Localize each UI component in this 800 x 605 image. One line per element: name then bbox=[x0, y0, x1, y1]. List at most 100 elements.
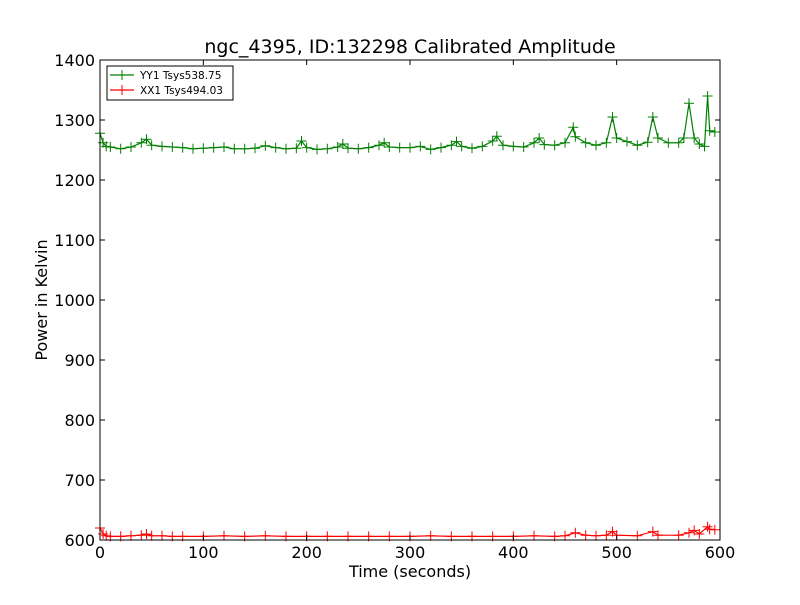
data-point bbox=[146, 530, 157, 541]
data-point bbox=[580, 530, 591, 541]
data-point bbox=[363, 142, 374, 153]
data-point bbox=[353, 143, 364, 154]
data-point bbox=[580, 137, 591, 148]
y-tick-label: 1300 bbox=[54, 111, 95, 130]
series-1 bbox=[95, 91, 720, 155]
data-point bbox=[229, 143, 240, 154]
data-point bbox=[167, 142, 178, 152]
data-point bbox=[709, 524, 720, 535]
y-axis-label: Power in Kelvin bbox=[32, 239, 51, 360]
data-point bbox=[477, 141, 488, 152]
data-point bbox=[560, 530, 570, 541]
data-point bbox=[101, 530, 112, 541]
data-point bbox=[529, 530, 539, 541]
y-tick-label: 1200 bbox=[54, 171, 95, 190]
data-point bbox=[374, 140, 384, 151]
y-tick-label: 1000 bbox=[54, 291, 95, 310]
legend: YY1 Tsys538.75 XX1 Tsys494.03 bbox=[106, 65, 234, 101]
x-tick-label: 400 bbox=[498, 543, 529, 562]
data-point bbox=[105, 142, 116, 152]
data-point bbox=[296, 136, 307, 146]
data-point bbox=[702, 521, 713, 532]
data-point bbox=[141, 529, 152, 539]
x-axis: 0 100 200 300 400 500 600 bbox=[95, 60, 735, 562]
x-tick-label: 500 bbox=[601, 543, 632, 562]
data-point bbox=[188, 143, 198, 154]
data-point bbox=[146, 140, 157, 151]
data-point bbox=[704, 524, 715, 535]
data-point bbox=[379, 137, 390, 148]
data-point bbox=[570, 527, 581, 538]
data-point bbox=[332, 142, 343, 152]
data-point bbox=[337, 139, 348, 149]
data-point bbox=[260, 140, 271, 151]
data-point bbox=[136, 530, 147, 541]
x-axis-label: Time (seconds) bbox=[348, 562, 471, 581]
data-point bbox=[281, 143, 291, 154]
legend-box bbox=[106, 65, 234, 101]
legend-label: YY1 Tsys538.75 bbox=[139, 70, 221, 82]
data-point bbox=[570, 131, 581, 142]
y-tick-label: 800 bbox=[64, 411, 95, 430]
data-point bbox=[678, 133, 689, 143]
data-point bbox=[632, 140, 643, 151]
data-point bbox=[157, 530, 167, 541]
data-point bbox=[704, 125, 715, 136]
x-tick-label: 300 bbox=[395, 543, 426, 562]
x-tick-label: 600 bbox=[705, 543, 736, 562]
data-point bbox=[270, 142, 281, 153]
x-tick-label: 200 bbox=[291, 543, 322, 562]
data-point bbox=[208, 142, 219, 153]
data-point bbox=[451, 136, 462, 147]
data-point bbox=[684, 527, 694, 538]
y-axis: 600 700 800 900 1000 1100 1200 1300 1400 bbox=[54, 51, 720, 550]
data-point bbox=[141, 134, 152, 145]
data-point bbox=[673, 137, 684, 148]
data-point bbox=[632, 530, 643, 541]
data-point bbox=[198, 143, 209, 154]
data-point bbox=[568, 122, 579, 133]
data-point bbox=[673, 530, 684, 541]
data-point bbox=[689, 133, 700, 143]
data-point bbox=[157, 141, 167, 152]
legend-item: YY1 Tsys538.75 bbox=[110, 70, 221, 82]
data-point bbox=[415, 141, 426, 152]
data-point bbox=[647, 112, 658, 122]
legend-swatch-marker bbox=[117, 70, 127, 80]
data-point bbox=[689, 525, 700, 536]
data-point bbox=[436, 142, 446, 153]
y-tick-label: 1400 bbox=[54, 51, 95, 70]
chart-title: ngc_4395, ID:132298 Calibrated Amplitude bbox=[204, 36, 615, 58]
data-point bbox=[508, 141, 519, 152]
data-point bbox=[239, 143, 250, 154]
data-point bbox=[498, 140, 508, 151]
data-point bbox=[549, 140, 560, 151]
data-point bbox=[591, 530, 601, 541]
data-point bbox=[126, 142, 136, 152]
data-point bbox=[529, 137, 539, 148]
data-point bbox=[219, 530, 229, 541]
data-point bbox=[250, 143, 260, 154]
data-point bbox=[491, 131, 502, 142]
data-point bbox=[136, 137, 147, 148]
data-point bbox=[622, 136, 632, 147]
series-2 bbox=[95, 521, 720, 542]
data-point bbox=[446, 140, 457, 151]
data-point bbox=[425, 144, 436, 155]
data-point bbox=[177, 142, 188, 153]
data-point bbox=[539, 139, 550, 150]
data-point bbox=[405, 142, 415, 153]
y-tick-label: 600 bbox=[64, 531, 95, 550]
data-point bbox=[601, 530, 612, 541]
data-point bbox=[467, 143, 477, 154]
data-point bbox=[653, 530, 663, 541]
y-tick-label: 1100 bbox=[54, 231, 95, 250]
legend-item: XX1 Tsys494.03 bbox=[110, 85, 223, 97]
y-tick-label: 900 bbox=[64, 351, 95, 370]
data-point bbox=[291, 143, 302, 154]
data-point bbox=[653, 133, 663, 143]
data-point bbox=[709, 127, 720, 137]
data-point bbox=[322, 143, 333, 154]
data-point bbox=[601, 137, 612, 148]
